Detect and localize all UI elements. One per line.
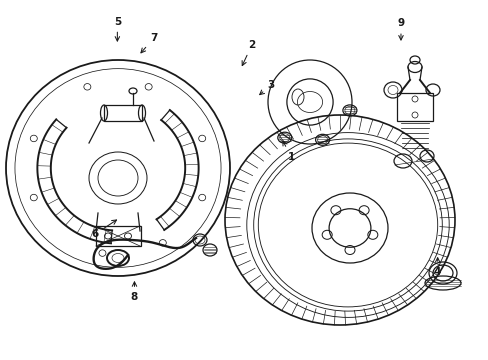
Text: 1: 1 bbox=[283, 141, 294, 162]
Bar bbox=[396, 93, 432, 121]
Bar bbox=[96, 226, 141, 246]
Text: 7: 7 bbox=[141, 33, 158, 53]
Text: 5: 5 bbox=[114, 17, 121, 41]
Text: 9: 9 bbox=[397, 18, 404, 40]
Text: 2: 2 bbox=[242, 40, 255, 66]
Text: 6: 6 bbox=[92, 220, 116, 239]
Text: 4: 4 bbox=[433, 258, 441, 277]
Text: 8: 8 bbox=[131, 282, 138, 302]
Bar bbox=[104, 105, 142, 121]
Text: 3: 3 bbox=[259, 80, 274, 95]
